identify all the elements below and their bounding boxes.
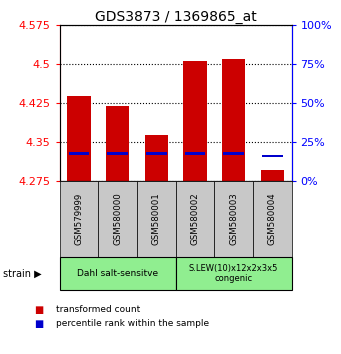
Text: GSM580004: GSM580004 xyxy=(268,192,277,245)
Bar xyxy=(68,96,91,181)
Title: GDS3873 / 1369865_at: GDS3873 / 1369865_at xyxy=(95,10,256,24)
Bar xyxy=(261,170,284,181)
Bar xyxy=(69,152,89,155)
Bar xyxy=(107,152,128,155)
Text: ■: ■ xyxy=(34,305,43,315)
Text: ■: ■ xyxy=(34,319,43,329)
Text: GSM579999: GSM579999 xyxy=(74,193,84,245)
Bar xyxy=(145,135,168,181)
Text: strain ▶: strain ▶ xyxy=(3,268,42,279)
Text: GSM580003: GSM580003 xyxy=(229,192,238,245)
Bar xyxy=(223,152,244,155)
Text: GSM580002: GSM580002 xyxy=(190,192,199,245)
Text: GSM580000: GSM580000 xyxy=(113,192,122,245)
Text: Dahl salt-sensitve: Dahl salt-sensitve xyxy=(77,269,158,278)
Bar xyxy=(184,152,205,155)
Text: percentile rank within the sample: percentile rank within the sample xyxy=(56,319,209,329)
Bar xyxy=(146,152,167,155)
Text: GSM580001: GSM580001 xyxy=(152,192,161,245)
Bar xyxy=(183,61,207,181)
Text: S.LEW(10)x12x2x3x5
congenic: S.LEW(10)x12x2x3x5 congenic xyxy=(189,264,278,283)
Text: transformed count: transformed count xyxy=(56,305,140,314)
Bar xyxy=(106,106,129,181)
Bar xyxy=(262,155,283,158)
Bar xyxy=(222,58,245,181)
